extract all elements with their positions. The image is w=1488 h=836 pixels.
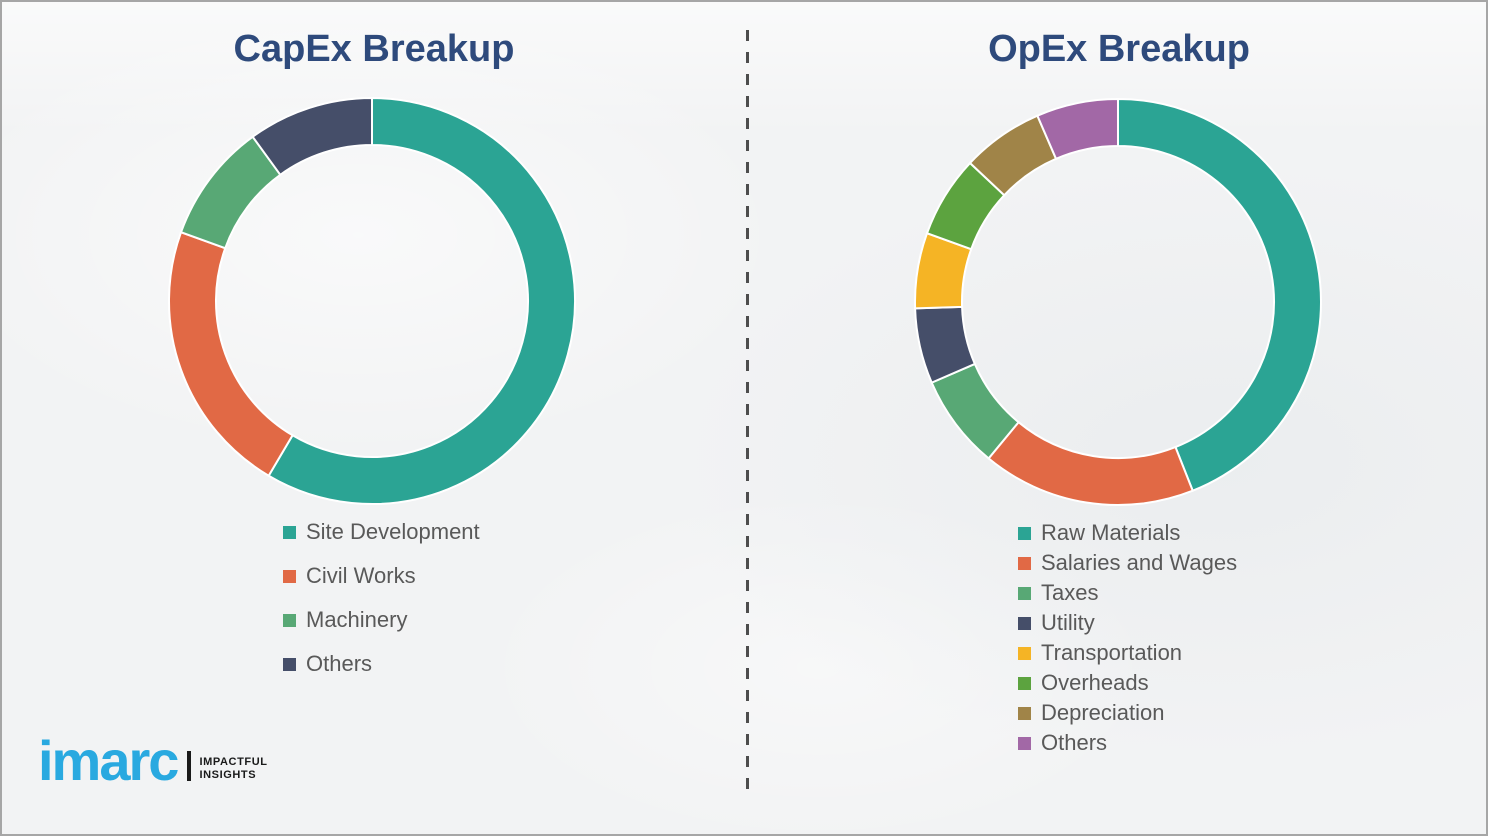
donut-segment-site-development xyxy=(267,96,576,505)
legend-item-raw-materials: Raw Materials xyxy=(1018,518,1237,548)
center-divider-dashed-line xyxy=(746,30,749,792)
legend-label: Others xyxy=(1041,730,1108,755)
legend-marker-salaries-and-wages xyxy=(1018,556,1031,570)
legend-label: Salaries and Wages xyxy=(1041,550,1238,575)
legend-item-site-development: Site Development xyxy=(283,510,480,554)
opex-legend: Raw Materials Salaries and Wages Taxes Util… xyxy=(1018,518,1237,758)
legend-marker-others xyxy=(1018,736,1031,750)
capex-chart-title: CapEx Breakup xyxy=(233,28,515,70)
legend-label: Taxes xyxy=(1041,580,1099,605)
opex-donut-chart xyxy=(914,97,1322,506)
legend-label: Civil Works xyxy=(306,563,416,588)
legend-marker-civil-works xyxy=(283,569,296,583)
legend-item-depreciation: Depreciation xyxy=(1018,698,1237,728)
legend-marker-taxes xyxy=(1018,586,1031,600)
legend-marker-overheads xyxy=(1018,676,1031,690)
logo-divider-bar xyxy=(187,751,192,782)
legend-label: Machinery xyxy=(306,607,408,632)
legend-item-transportation: Transportation xyxy=(1018,638,1237,668)
legend-label: Transportation xyxy=(1041,640,1183,665)
legend-item-others: Others xyxy=(283,642,480,686)
legend-item-machinery: Machinery xyxy=(283,598,480,642)
legend-item-civil-works: Civil Works xyxy=(283,554,480,598)
legend-label: Raw Materials xyxy=(1041,520,1181,545)
legend-label: Utility xyxy=(1041,610,1095,635)
donut-segment-civil-works xyxy=(167,230,294,478)
capex-legend: Site Development Civil Works Machinery Othe… xyxy=(283,510,480,686)
donut-segment-others xyxy=(1036,97,1119,161)
legend-marker-machinery xyxy=(283,613,296,627)
legend-label: Site Development xyxy=(306,519,480,544)
legend-label: Others xyxy=(306,651,373,676)
legend-marker-depreciation xyxy=(1018,706,1031,720)
donut-svg xyxy=(167,96,576,505)
donut-segment-raw-materials xyxy=(1117,97,1322,493)
donut-svg xyxy=(914,97,1322,506)
legend-marker-others xyxy=(283,657,296,671)
legend-label: Depreciation xyxy=(1041,700,1165,725)
legend-item-others: Others xyxy=(1018,728,1237,758)
capex-donut-chart xyxy=(167,96,576,505)
imarc-wordmark: imarc xyxy=(38,729,179,792)
legend-item-overheads: Overheads xyxy=(1018,668,1237,698)
legend-marker-raw-materials xyxy=(1018,526,1031,540)
logo-tagline-line1: IMPACTFUL xyxy=(199,756,268,769)
legend-marker-transportation xyxy=(1018,646,1031,660)
donut-segment-others xyxy=(251,96,373,177)
logo-tagline: IMPACTFUL INSIGHTS xyxy=(199,756,267,782)
imarc-logo: imarc IMPACTFUL INSIGHTS xyxy=(38,729,268,792)
legend-marker-utility xyxy=(1018,616,1031,630)
legend-item-salaries-and-wages: Salaries and Wages xyxy=(1018,548,1237,578)
legend-item-taxes: Taxes xyxy=(1018,578,1237,608)
legend-label: Overheads xyxy=(1041,670,1149,695)
opex-chart-title: OpEx Breakup xyxy=(988,28,1250,70)
legend-marker-site-development xyxy=(283,525,296,539)
legend-item-utility: Utility xyxy=(1018,608,1237,638)
logo-tagline-line2: INSIGHTS xyxy=(199,769,257,782)
donut-segment-salaries-and-wages xyxy=(987,420,1195,506)
